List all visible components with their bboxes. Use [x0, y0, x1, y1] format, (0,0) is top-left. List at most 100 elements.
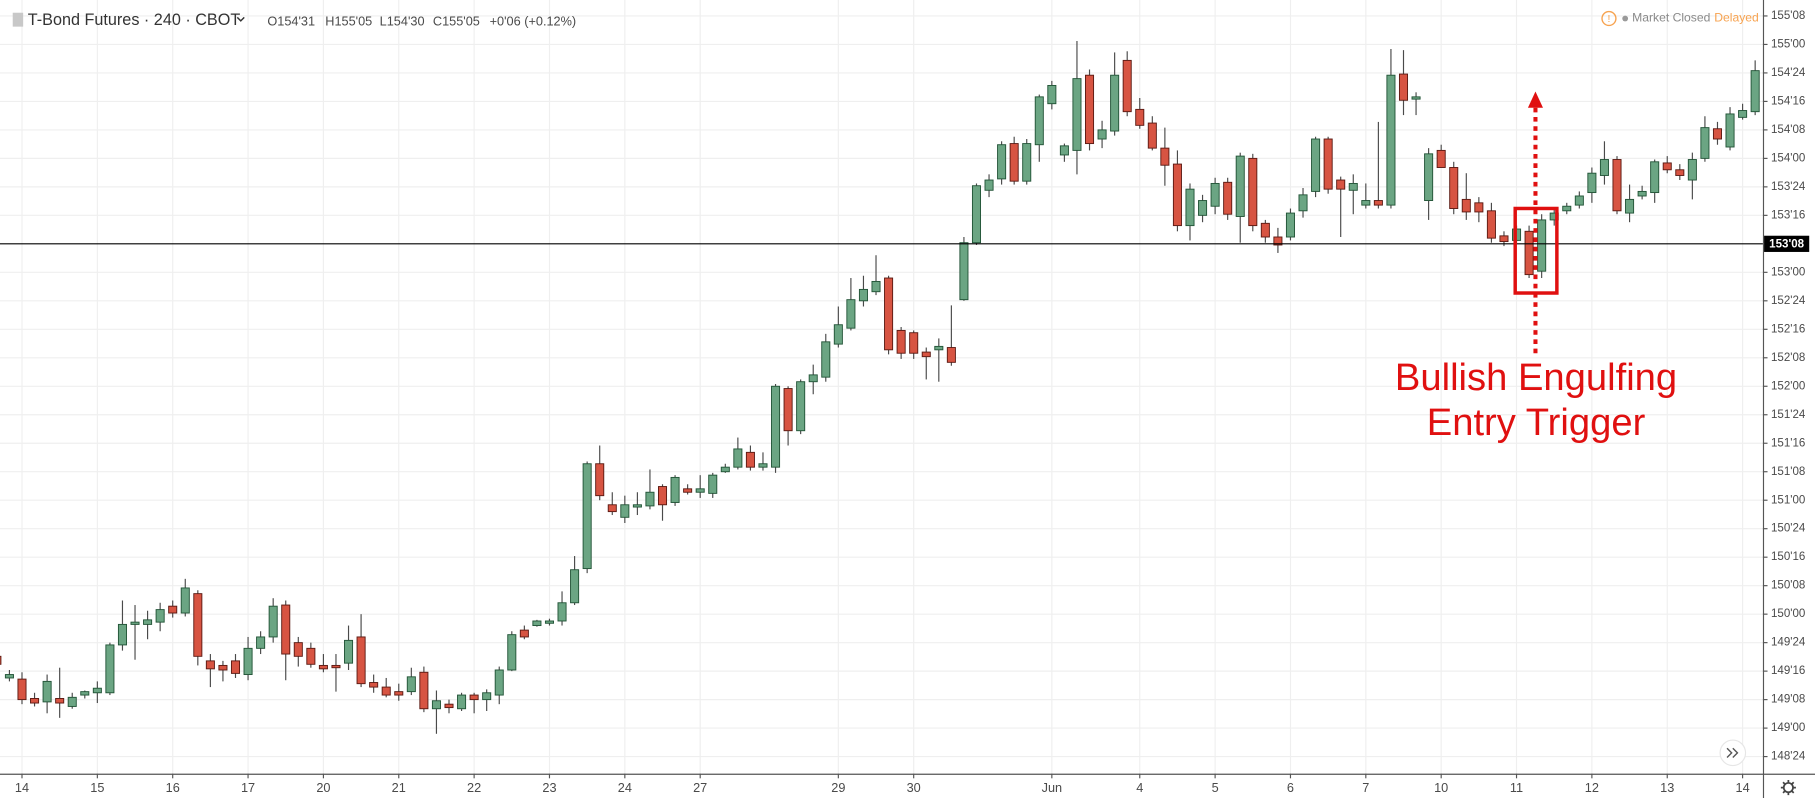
y-tick-label: 152'08: [1771, 352, 1805, 364]
annotation-line: Bullish Engulfing: [1395, 356, 1677, 399]
candle-body: [1059, 145, 1069, 156]
x-tick-label: 7: [1362, 780, 1369, 795]
x-tick-label: 30: [907, 780, 921, 795]
candle-body: [457, 694, 467, 710]
market-status: Market Closed: [1632, 11, 1710, 25]
high-value: H155'05: [325, 13, 372, 28]
candle-body: [344, 639, 354, 664]
x-tick-label: 12: [1585, 780, 1599, 795]
candle-body: [683, 488, 693, 493]
candle-body: [1172, 163, 1182, 227]
candle-body: [406, 676, 416, 693]
candle-body: [80, 691, 90, 696]
x-tick-label: 27: [693, 780, 707, 795]
candle-body: [896, 329, 906, 354]
warning-mark: !: [1608, 14, 1611, 25]
candle-body: [557, 602, 567, 622]
candle-body: [984, 179, 994, 191]
candle-body: [30, 698, 40, 704]
candle-body: [1223, 181, 1233, 215]
y-tick-label: 153'16: [1771, 209, 1805, 221]
candle-body: [293, 642, 303, 657]
candle-body: [507, 634, 517, 671]
candle-body: [230, 660, 241, 674]
candle-body: [218, 664, 228, 671]
change-value: +0'06 (+0.12%): [490, 13, 577, 28]
y-tick-label: 152'24: [1771, 295, 1806, 307]
candle-body: [946, 347, 956, 363]
candle-body: [494, 669, 504, 696]
candle-body: [1248, 157, 1258, 227]
candle-body: [55, 698, 65, 704]
candle-body: [519, 629, 529, 638]
candle-body: [997, 144, 1007, 180]
candle-body: [105, 644, 115, 694]
x-tick-label: Jun: [1042, 780, 1063, 795]
candle-body: [808, 374, 818, 383]
y-tick-label: 150'24: [1771, 523, 1806, 535]
y-tick-label: 149'08: [1771, 694, 1805, 706]
candle-body: [1650, 161, 1660, 194]
candle-body: [1072, 78, 1082, 151]
candle-body: [1273, 236, 1283, 246]
candle-body: [180, 587, 190, 614]
candle-body: [318, 664, 328, 670]
candle-body: [1210, 182, 1220, 207]
candle-body: [381, 686, 391, 696]
scroll-button[interactable]: [1719, 739, 1747, 767]
candle-body: [1574, 195, 1584, 206]
candle-body: [921, 351, 931, 358]
x-tick-label: 13: [1660, 780, 1674, 795]
candle-body: [256, 636, 266, 649]
candle-body: [959, 242, 969, 301]
candle-body: [1411, 96, 1421, 100]
candle-body: [1047, 84, 1057, 105]
x-tick-label: 22: [467, 780, 481, 795]
candle-body: [1750, 70, 1760, 113]
scroll-icon: [1726, 747, 1739, 758]
candle-body: [17, 678, 27, 701]
candle-body: [833, 324, 843, 345]
candle-body: [670, 476, 680, 503]
candle-body: [143, 619, 153, 625]
candle-body: [205, 660, 215, 670]
candle-body: [971, 185, 982, 244]
candle-body: [632, 504, 642, 508]
candle-body: [1135, 108, 1145, 126]
x-tick-label: 4: [1136, 780, 1143, 795]
candle-body: [1147, 122, 1157, 149]
candle-body: [1486, 210, 1496, 239]
x-tick-label: 29: [831, 780, 845, 795]
dropdown-icon[interactable]: [236, 16, 245, 22]
candle-body: [1122, 59, 1132, 113]
candle-body: [168, 605, 178, 614]
candle-body: [1386, 74, 1396, 206]
candle-body: [356, 636, 366, 685]
candle-body: [1110, 74, 1120, 132]
candles: [0, 41, 1760, 734]
candle-body: [708, 474, 718, 494]
candle-body: [570, 569, 580, 604]
candle-body: [117, 623, 127, 646]
chart-title: T-Bond Futures · 240 · CBOT: [28, 11, 241, 29]
candle-body: [1022, 143, 1032, 182]
candle-body: [871, 280, 881, 293]
candle-body: [934, 345, 944, 351]
y-tick-label: 153'24: [1771, 181, 1806, 193]
warning-icon[interactable]: [1601, 10, 1617, 27]
candle-body: [394, 691, 404, 696]
candle-body: [1361, 200, 1371, 206]
y-tick-label: 154'16: [1771, 95, 1805, 107]
candle-body: [444, 703, 454, 709]
settings-icon-teeth: [1780, 780, 1796, 796]
candle-body: [1625, 198, 1635, 214]
candle-body: [1336, 179, 1346, 190]
annotation-line: Entry Trigger: [1427, 401, 1646, 444]
candle-body: [1160, 147, 1170, 166]
y-tick-label: 151'00: [1771, 494, 1805, 506]
candle-body: [1034, 96, 1044, 146]
